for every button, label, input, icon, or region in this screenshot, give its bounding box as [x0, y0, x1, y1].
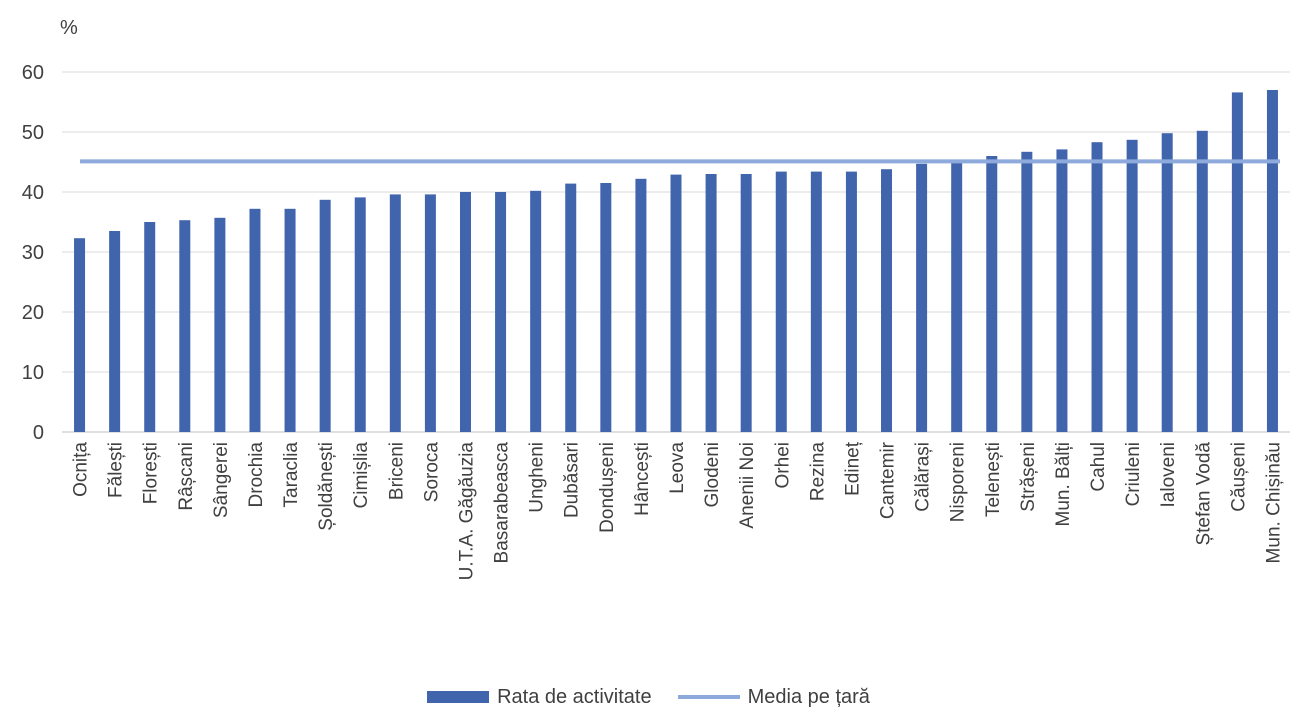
bar [1161, 133, 1173, 432]
legend-label-bars: Rata de activitate [497, 685, 652, 708]
bar-series [74, 90, 1278, 433]
bar [284, 208, 296, 432]
legend-item-line: Media pe țară [677, 685, 870, 709]
bar [986, 156, 998, 432]
x-tick-label: U.T.A. Găgăuzia [456, 442, 477, 581]
x-tick-label: Ialoveni [1158, 442, 1179, 508]
x-tick-label: Râșcani [176, 442, 197, 511]
bar [670, 174, 682, 432]
x-tick-label: Cantemir [878, 441, 899, 519]
x-tick-label: Florești [141, 442, 162, 504]
bar [109, 231, 121, 432]
bar [1091, 142, 1103, 432]
bar [214, 217, 226, 432]
bar [1021, 151, 1033, 433]
x-tick-label: Taraclia [281, 442, 302, 508]
x-tick-label: Telenești [983, 442, 1004, 517]
bar [845, 171, 857, 432]
bar [354, 197, 366, 432]
x-tick-label: Anenii Noi [737, 442, 758, 529]
x-tick-label: Mun. Chișinău [1263, 442, 1284, 563]
x-tick-label: Ștefan Vodă [1193, 442, 1214, 546]
bar [495, 192, 507, 432]
x-tick-label: Drochia [246, 442, 267, 508]
x-tick-label: Dondușeni [597, 442, 618, 533]
y-tick-label: 30 [22, 242, 44, 264]
y-tick-label: 60 [22, 62, 44, 84]
x-tick-label: Căușeni [1228, 442, 1249, 512]
bar [600, 183, 612, 432]
x-tick-label: Hâncești [632, 442, 653, 516]
x-tick-label: Fălești [106, 442, 127, 498]
x-tick-label: Nisporeni [948, 442, 969, 522]
x-tick-label: Soroca [421, 442, 442, 503]
bar [249, 208, 261, 432]
bar [319, 199, 331, 432]
activity-rate-chart: % 0 10 20 30 40 50 60 Ocnița Fălești Florești Râș… [22, 17, 1290, 580]
bar [459, 192, 471, 432]
x-tick-label: Dubăsari [562, 442, 583, 518]
x-tick-label: Leova [667, 442, 688, 494]
y-tick-label: 0 [33, 422, 44, 444]
x-tick-label: Edineț [842, 441, 863, 496]
bar [951, 162, 963, 432]
x-tick-label: Basarabeasca [492, 442, 513, 564]
x-axis-labels: Ocnița Fălești Florești Râșcani Sângerei Droc… [71, 441, 1285, 580]
bar [530, 190, 542, 432]
bar [424, 194, 436, 432]
x-tick-label: Strășeni [1018, 442, 1039, 512]
bar [1266, 90, 1278, 432]
bar [565, 183, 577, 432]
x-tick-label: Rezina [807, 442, 828, 502]
y-tick-label: 40 [22, 182, 44, 204]
x-tick-label: Mun. Bălți [1053, 442, 1074, 526]
bar [1056, 149, 1068, 432]
legend-item-bars: Rata de activitate [427, 686, 652, 709]
x-tick-label: Călărași [913, 442, 934, 512]
x-tick-label: Criuleni [1123, 442, 1144, 506]
legend-swatch-line [677, 695, 740, 699]
bar [1231, 92, 1243, 433]
bar [916, 163, 928, 433]
bar [179, 220, 191, 432]
x-tick-label: Șoldănești [316, 442, 337, 531]
x-tick-label: Sângerei [211, 442, 232, 518]
bar [740, 174, 752, 432]
y-tick-label: 50 [22, 122, 44, 144]
y-axis-ticks: 0 10 20 30 40 50 60 [22, 62, 44, 444]
bar [144, 222, 156, 432]
y-tick-label: 20 [22, 302, 44, 324]
x-tick-label: Cimișlia [351, 442, 372, 509]
bar [1126, 139, 1138, 433]
bar [635, 178, 647, 432]
bar [705, 174, 717, 432]
legend: Rata de activitate Media pe țară [0, 682, 1297, 712]
legend-swatch-bar [427, 691, 490, 703]
bar [1196, 130, 1208, 433]
x-tick-label: Ocnița [71, 442, 92, 497]
bar [881, 169, 893, 432]
y-tick-label: 10 [22, 362, 44, 384]
bar [74, 238, 86, 432]
x-tick-label: Briceni [386, 442, 407, 500]
bar [775, 171, 787, 432]
x-tick-label: Cahul [1088, 442, 1109, 492]
x-tick-label: Ungheni [527, 442, 548, 513]
x-tick-label: Glodeni [702, 442, 723, 508]
x-tick-label: Orhei [772, 442, 793, 488]
y-axis-unit: % [60, 17, 78, 39]
bar [810, 171, 822, 432]
bar [389, 194, 401, 432]
legend-label-line: Media pe țară [747, 685, 870, 708]
